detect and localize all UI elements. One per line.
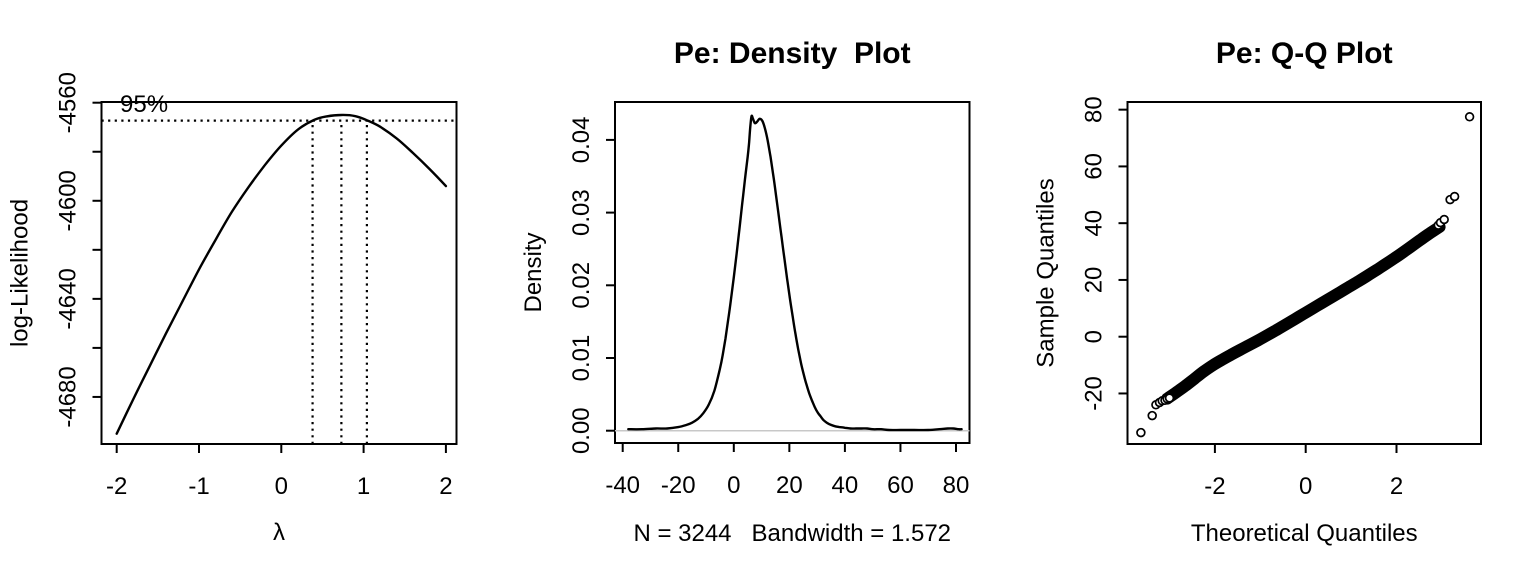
qq-point <box>1164 393 1175 403</box>
qq-point <box>1449 191 1460 202</box>
boxcox-x-tick-label: 2 <box>439 473 452 500</box>
boxcox-x-tick-label: -2 <box>106 473 127 500</box>
qq-x-tick-label: -2 <box>1204 473 1225 500</box>
boxcox-loglik-curve <box>115 113 448 435</box>
density-plot-frame <box>614 101 971 444</box>
density-y-tick-label: 0.01 <box>568 335 595 382</box>
density-y-tick-label: 0.00 <box>568 407 595 454</box>
density-x-tick-label: 80 <box>943 472 970 499</box>
qq-y-tick-label: -20 <box>1081 376 1108 411</box>
density-x-tick-label: -20 <box>661 472 696 499</box>
qq-y-tick-label: 40 <box>1081 210 1108 237</box>
boxcox-y-tick-label: -4560 <box>55 72 82 133</box>
density-y-tick-label: 0.02 <box>568 262 595 309</box>
boxcox-y-tick-label: -4640 <box>55 268 82 329</box>
qq-point <box>1136 427 1146 438</box>
qq-plot-frame <box>1126 101 1482 445</box>
boxcox-y-tick-label: -4680 <box>55 366 82 427</box>
boxcox-x-tick-label: -1 <box>188 473 209 500</box>
boxcox-ci-95-label: 95% <box>120 91 168 118</box>
qq-y-tick-label: 60 <box>1081 153 1108 180</box>
qq-title: Pe: Q-Q Plot <box>1216 37 1393 70</box>
density-x-tick-label: 40 <box>832 472 859 499</box>
qq-x-axis-title: Theoretical Quantiles <box>1191 520 1418 547</box>
density-x-tick-label: 60 <box>887 472 914 499</box>
density-x-tick-label: 0 <box>727 472 740 499</box>
qq-y-tick-label: 80 <box>1081 96 1108 123</box>
qq-point <box>1464 112 1475 122</box>
qq-point-band <box>1161 220 1446 405</box>
density-curve <box>627 114 963 432</box>
qq-y-tick-label: 20 <box>1081 267 1108 294</box>
density-x-axis-title: N = 3244 Bandwidth = 1.572 <box>633 520 951 547</box>
boxcox-y-tick-label: -4600 <box>55 170 82 231</box>
qq-y-tick-label: 0 <box>1081 330 1108 343</box>
qq-x-tick-label: 2 <box>1390 473 1403 500</box>
density-x-tick-label: -40 <box>605 472 640 499</box>
qq-point <box>1439 214 1449 225</box>
density-y-tick-label: 0.04 <box>568 117 595 164</box>
density-y-tick-label: 0.03 <box>568 189 595 236</box>
density-y-axis-title: Density <box>520 232 547 312</box>
boxcox-x-tick-label: 1 <box>357 473 370 500</box>
boxcox-x-axis-title: λ <box>273 519 285 546</box>
qq-y-axis-title: Sample Quantiles <box>1033 178 1060 367</box>
qq-point <box>1147 410 1157 421</box>
boxcox-plot-frame <box>100 101 458 445</box>
density-x-tick-label: 20 <box>776 472 803 499</box>
boxcox-y-axis-title: log-Likelihood <box>7 199 34 347</box>
density-title: Pe: Density Plot <box>674 37 911 70</box>
qq-x-tick-label: 0 <box>1299 473 1312 500</box>
boxcox-x-tick-label: 0 <box>275 473 288 500</box>
